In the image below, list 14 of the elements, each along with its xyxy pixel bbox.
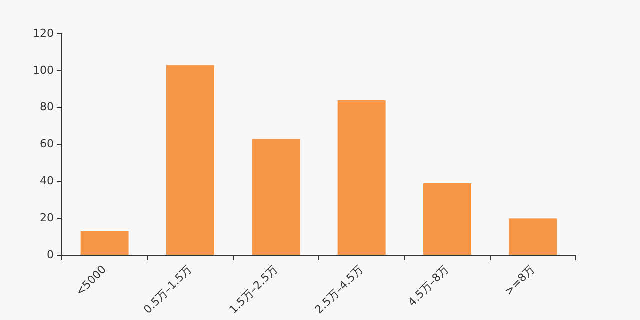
bar: [424, 184, 472, 255]
bar: [252, 139, 300, 255]
bar: [338, 100, 386, 255]
y-tick-label: 0: [46, 248, 54, 262]
y-tick-label: 40: [40, 174, 54, 188]
x-tick-label: 4.5万–8万: [406, 263, 452, 310]
y-tick-label: 120: [32, 26, 54, 40]
bar: [80, 231, 129, 255]
y-tick-label: 100: [32, 64, 54, 77]
y-tick-label: 80: [40, 100, 54, 114]
y-tick-label: 20: [40, 211, 54, 224]
bar: [166, 65, 214, 255]
bar: [509, 218, 558, 255]
y-tick-label: 60: [40, 138, 54, 151]
